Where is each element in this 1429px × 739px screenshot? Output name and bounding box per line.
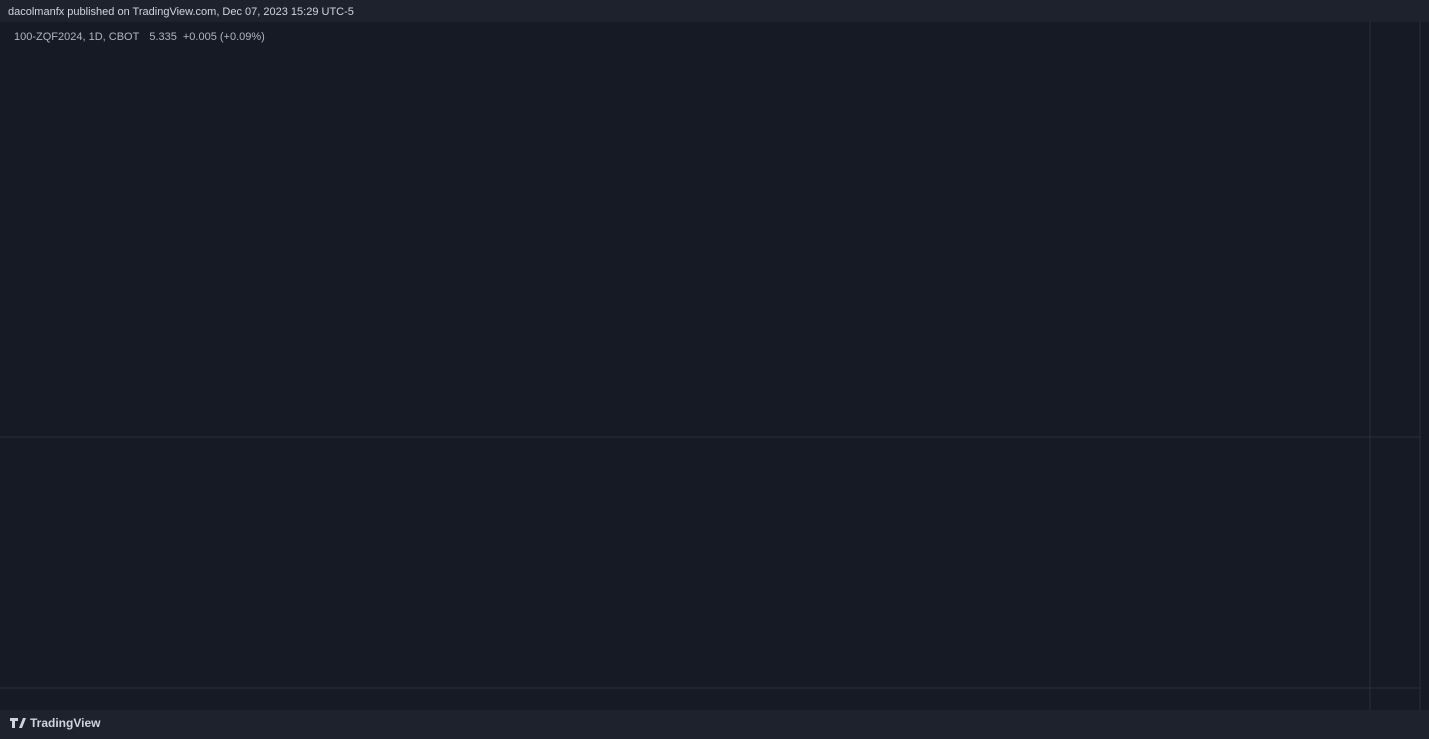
logo-icon (10, 718, 26, 728)
header-bar (0, 0, 1429, 22)
publisher-line: dacolmanfx published on TradingView.com,… (8, 6, 354, 18)
footer-logo: TradingView (10, 716, 101, 730)
symbol: 100-ZQF2024, 1D, CBOT (14, 31, 140, 43)
brand: TradingView (30, 716, 101, 730)
symbol-info: 100-ZQF2024, 1D, CBOT 5.335 +0.005 (+0.09%… (14, 31, 265, 43)
price: 5.335 (149, 31, 177, 43)
change: +0.005 (+0.09%) (183, 31, 265, 43)
footer-bar (0, 710, 1429, 739)
